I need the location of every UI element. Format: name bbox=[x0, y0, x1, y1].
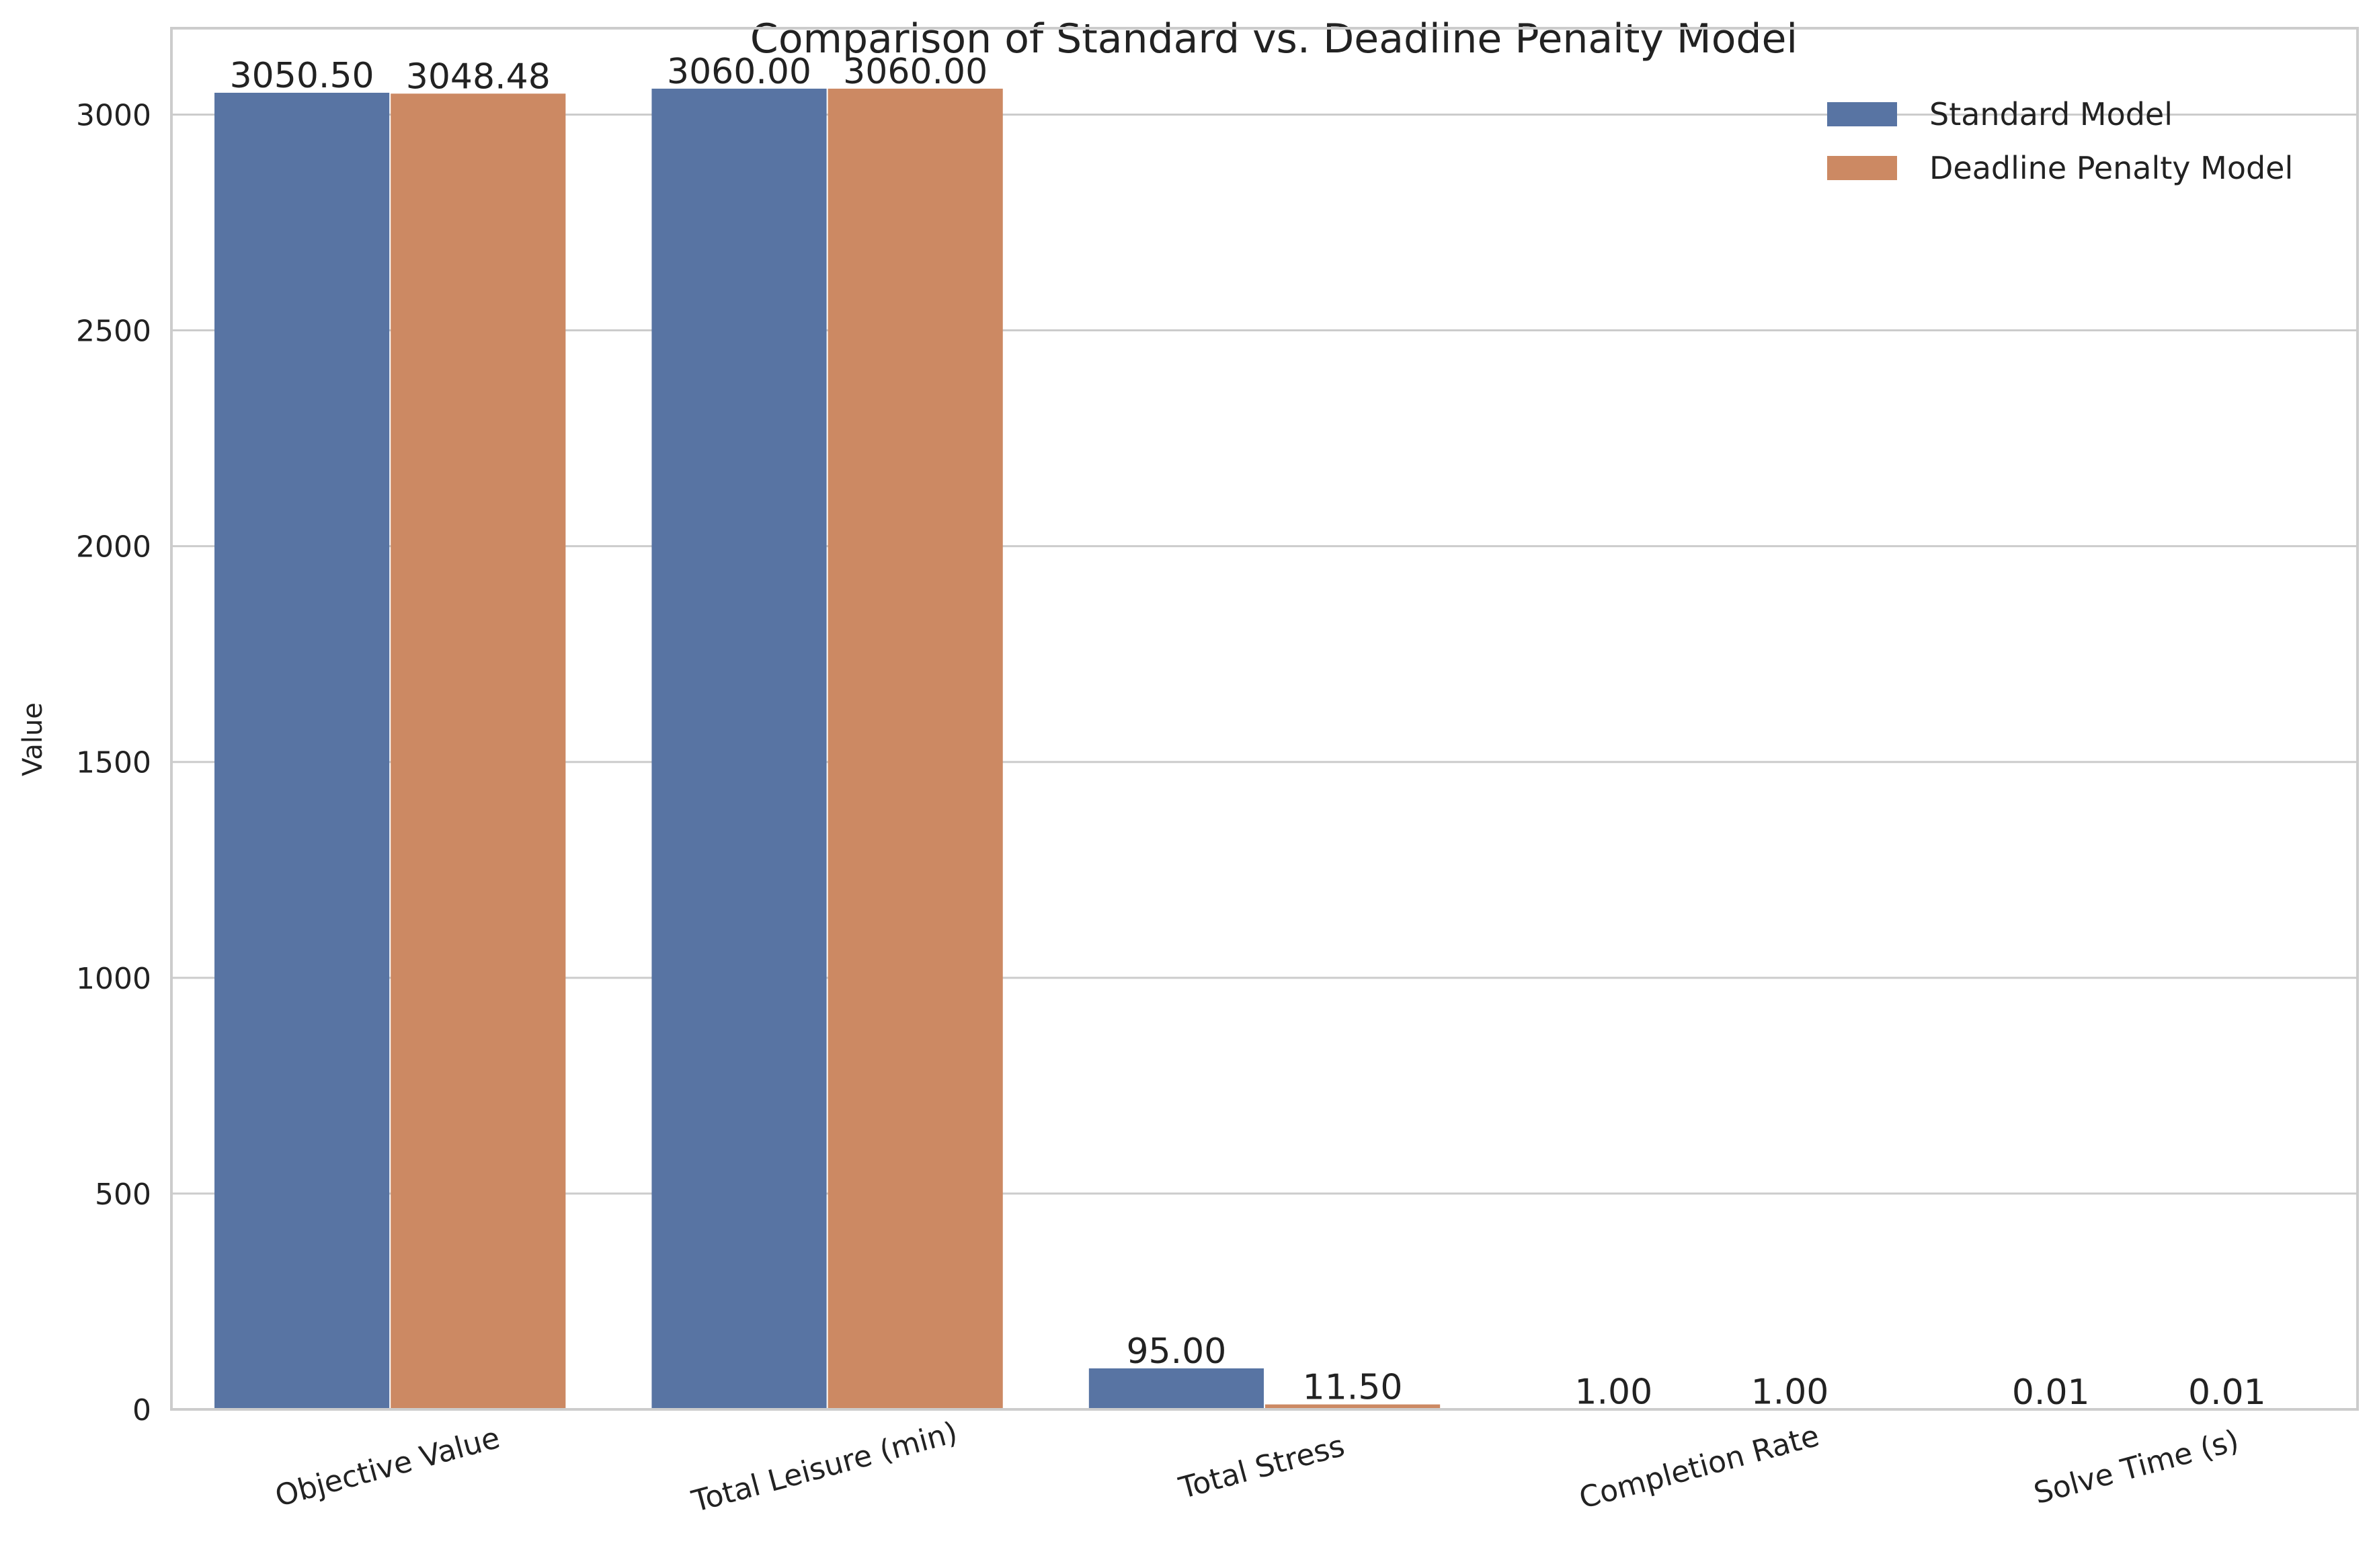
bar-value-label: 95.00 bbox=[1126, 1331, 1226, 1372]
bar-value-label: 1.00 bbox=[1751, 1372, 1829, 1412]
y-tick-label: 3000 bbox=[76, 98, 151, 132]
bar bbox=[214, 93, 390, 1409]
y-tick-label: 1000 bbox=[76, 962, 151, 996]
x-tick-label: Completion Rate bbox=[1576, 1419, 1823, 1516]
y-tick-label: 1500 bbox=[76, 746, 151, 780]
x-tick-label: Objective Value bbox=[272, 1421, 504, 1514]
x-tick-label: Total Stress bbox=[1175, 1429, 1349, 1506]
y-tick-label: 500 bbox=[95, 1178, 151, 1212]
legend-entry: Standard Model bbox=[1929, 96, 2173, 132]
x-tick-label: Solve Time (s) bbox=[2030, 1423, 2243, 1511]
bar-value-label: 3060.00 bbox=[667, 52, 811, 92]
bar-value-label: 3048.48 bbox=[406, 56, 551, 97]
bar-value-label: 1.00 bbox=[1574, 1372, 1652, 1412]
legend-swatch bbox=[1827, 102, 1897, 126]
y-axis-ticks: 0 500 1000 1500 2000 2500 3000 bbox=[76, 98, 151, 1428]
bar bbox=[1265, 1404, 1441, 1409]
data-labels: 3050.50 3048.48 3060.00 3060.00 95.00 11.50 1.… bbox=[230, 52, 2266, 1413]
bar bbox=[651, 88, 827, 1409]
legend-swatch bbox=[1827, 156, 1897, 180]
chart-title: Comparison of Standard vs. Deadline Pena… bbox=[750, 15, 1798, 63]
plot-frame bbox=[170, 27, 2359, 1411]
legend-entry: Deadline Penalty Model bbox=[1929, 150, 2293, 186]
bar-value-label: 3060.00 bbox=[843, 52, 988, 92]
x-tick-label: Total Leisure (min) bbox=[688, 1415, 961, 1520]
y-tick-label: 2000 bbox=[76, 530, 151, 565]
x-axis-ticks: Objective Value Total Leisure (min) Total … bbox=[272, 1415, 2243, 1520]
bar bbox=[1088, 1368, 1264, 1409]
y-tick-label: 0 bbox=[132, 1393, 151, 1428]
bar-value-label: 0.01 bbox=[2188, 1372, 2266, 1413]
legend: Standard Model Deadline Penalty Model bbox=[1827, 96, 2293, 186]
bars bbox=[214, 88, 2315, 1410]
bar bbox=[391, 93, 566, 1410]
bar bbox=[828, 88, 1003, 1409]
bar-value-label: 3050.50 bbox=[230, 56, 374, 96]
y-axis-label: Value bbox=[17, 702, 48, 776]
bar-value-label: 0.01 bbox=[2012, 1372, 2090, 1413]
y-tick-label: 2500 bbox=[76, 315, 151, 349]
bar-value-label: 11.50 bbox=[1303, 1368, 1403, 1408]
